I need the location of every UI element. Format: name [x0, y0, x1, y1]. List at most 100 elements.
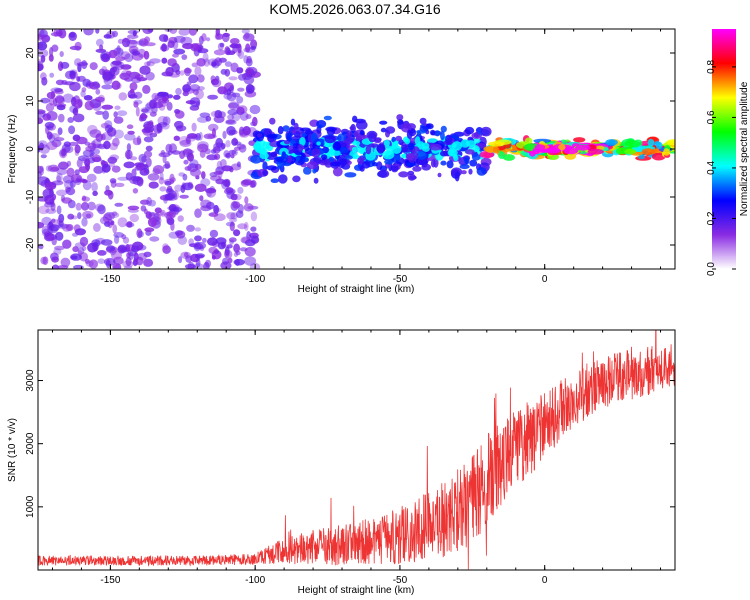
spectrogram-cell	[269, 117, 276, 125]
spectrogram-cell	[157, 95, 170, 101]
spectrogram-cell	[405, 162, 416, 167]
spectrogram-cell	[157, 100, 168, 107]
snr-y-ticks: 1000 2000 3000	[25, 369, 675, 518]
spectrogram-y-tick-label: 0	[25, 146, 36, 152]
spectrogram-cell	[165, 188, 174, 194]
chart-title: KOM5.2026.063.07.34.G16	[269, 1, 440, 17]
spectrogram-cell	[51, 237, 57, 246]
spectrogram-cell	[239, 111, 249, 121]
spectrogram-cell	[233, 243, 241, 253]
spectrogram-cell	[38, 48, 49, 58]
spectrogram-cell	[162, 245, 171, 254]
spectrogram-cell	[157, 91, 169, 97]
spectrogram-cell	[209, 186, 215, 192]
spectrogram-cell	[663, 148, 670, 156]
snr-x-axis-title: Height of straight line (km)	[298, 585, 415, 596]
spectrogram-cell	[131, 168, 137, 178]
spectrogram-cell	[111, 80, 121, 90]
spectrogram-cell	[393, 140, 400, 145]
spectrogram-cell	[46, 111, 58, 121]
spectrogram-cell	[270, 151, 277, 158]
spectrogram-cell	[359, 149, 365, 155]
snr-x-tick-label: -150	[100, 575, 120, 586]
spectrogram-cell	[119, 72, 131, 81]
spectrogram-cell	[189, 84, 200, 92]
spectrogram-cell	[641, 148, 655, 156]
spectrogram-cell	[445, 134, 453, 145]
spectrogram-cell	[132, 188, 139, 194]
spectrogram-cell	[195, 257, 201, 268]
spectrogram-cell	[250, 45, 257, 50]
spectrogram-cell	[211, 59, 220, 69]
spectrogram-cell	[159, 44, 170, 52]
spectrogram-cell	[125, 257, 132, 267]
spectrogram-cell	[385, 126, 396, 134]
spectrogram-cell	[236, 161, 241, 168]
spectrogram-cell	[245, 84, 255, 94]
spectrogram-cell	[351, 146, 358, 152]
spectrogram-cell	[407, 173, 416, 181]
spectrogram-cell	[81, 217, 88, 227]
colorbar-gradient	[712, 29, 736, 269]
spectrogram-cell	[226, 126, 236, 136]
spectrogram-cell	[233, 258, 245, 266]
spectrogram-cell	[44, 231, 52, 237]
spectrogram-cell	[89, 62, 98, 71]
spectrogram-cell	[255, 142, 262, 152]
spectrogram-y-ticks: -20 -10 0 10 20	[25, 47, 675, 252]
spectrogram-cell	[447, 149, 458, 157]
spectrogram-cell	[132, 241, 144, 251]
spectrogram-cell	[468, 168, 473, 175]
spectrogram-cell	[292, 175, 301, 183]
spectrogram-cell	[546, 148, 561, 154]
spectrogram-cell	[54, 245, 65, 251]
spectrogram-cell	[65, 224, 74, 231]
spectrogram-cell	[41, 216, 52, 226]
spectrogram-cell	[382, 150, 395, 160]
spectrogram-cell	[139, 65, 151, 75]
spectrogram-cell	[144, 227, 155, 232]
spectrogram-cell	[313, 177, 319, 184]
spectrogram-cell	[210, 110, 221, 118]
spectrogram-cell	[437, 172, 442, 178]
spectrogram-cell	[270, 178, 279, 183]
spectrogram-cell	[77, 212, 82, 220]
spectrogram-cell	[68, 32, 76, 38]
spectrogram-cell	[69, 69, 78, 75]
spectrogram-cell	[110, 66, 120, 76]
spectrogram-cell	[346, 130, 353, 138]
spectrogram-cell	[217, 86, 228, 95]
spectrogram-cell	[352, 140, 361, 146]
spectrogram-cell	[282, 125, 290, 132]
spectrogram-cell	[558, 144, 566, 151]
spectrogram-cell	[51, 218, 56, 223]
colorbar: 0.0 0.2 0.4 0.6 0.8 Normalized spectral ampl…	[706, 29, 750, 276]
spectrogram-cell	[86, 173, 97, 183]
spectrogram-cell	[123, 133, 136, 141]
spectrogram-cell	[44, 121, 55, 129]
spectrogram-cell	[51, 180, 64, 186]
spectrogram-cell	[114, 202, 124, 207]
spectrogram-cell	[194, 208, 202, 218]
spectrogram-cell	[142, 84, 151, 94]
spectrogram-cell	[56, 189, 68, 197]
spectrogram-cell	[465, 140, 477, 147]
snr-y-tick-label: 2000	[25, 432, 36, 455]
spectrogram-cell	[164, 211, 176, 219]
spectrogram-cell	[57, 127, 63, 135]
spectrogram-cell	[182, 84, 192, 93]
spectrogram-cell	[106, 245, 116, 252]
spectrogram-cell	[451, 141, 463, 151]
spectrogram-cell	[104, 221, 111, 227]
spectrogram-cell	[434, 130, 441, 137]
spectrogram-cell	[228, 149, 237, 155]
spectrogram-cell	[145, 157, 152, 168]
spectrogram-cell	[330, 161, 342, 167]
spectrogram-cell	[108, 161, 116, 168]
spectrogram-cell	[244, 221, 249, 231]
spectrogram-cell	[181, 182, 186, 190]
spectrogram-cell	[194, 235, 202, 242]
spectrogram-cell	[616, 147, 627, 155]
spectrogram-cell	[38, 34, 45, 40]
